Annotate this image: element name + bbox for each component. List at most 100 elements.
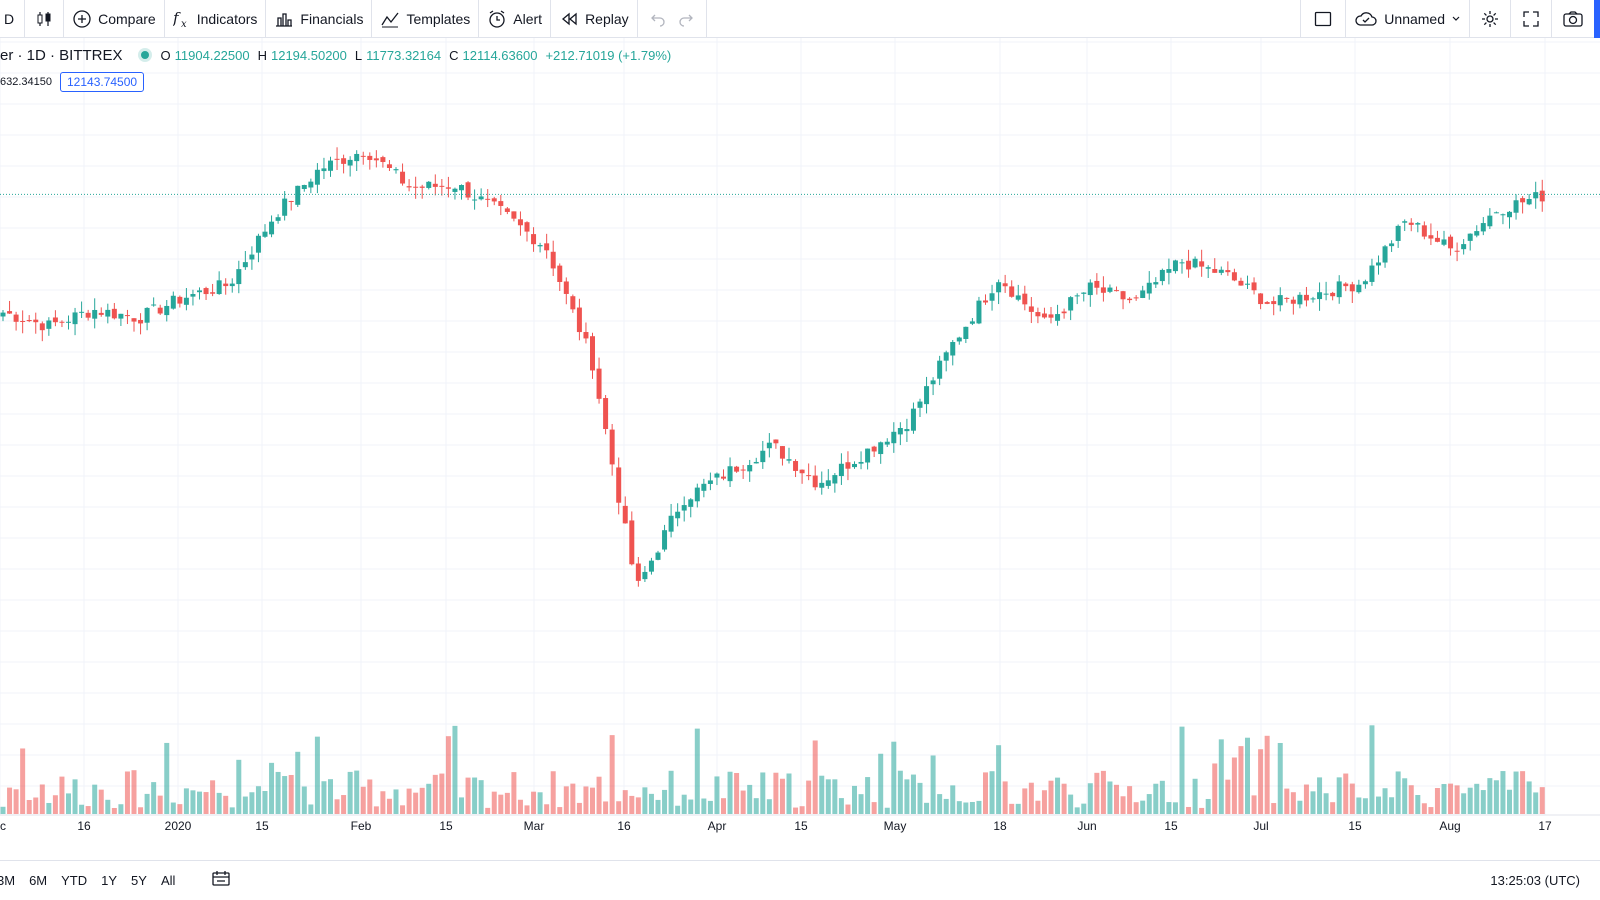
candle-body [806, 475, 812, 477]
financials-button[interactable]: Financials [266, 0, 373, 38]
redo-icon[interactable] [678, 11, 694, 27]
volume-bar [301, 786, 307, 814]
range-1y[interactable]: 1Y [101, 873, 118, 888]
candle-body [950, 342, 956, 356]
volume-bar [721, 798, 726, 814]
volume-bar [1035, 800, 1041, 814]
range-ytd[interactable]: YTD [61, 873, 88, 888]
candle-body [583, 332, 589, 339]
volume-bar [969, 801, 975, 814]
candle-body [177, 296, 183, 304]
undo-icon[interactable] [650, 11, 666, 27]
candle-body [537, 245, 543, 247]
volume-bar [282, 776, 288, 814]
candle-body [557, 265, 563, 282]
volume-bar [681, 794, 687, 814]
volume-bar [537, 792, 543, 814]
alert-button[interactable]: Alert [479, 0, 552, 38]
interval-button[interactable]: D [0, 0, 26, 38]
time-tick-label: 15 [255, 819, 269, 833]
candle-body [498, 201, 504, 206]
candle-body [910, 408, 916, 431]
volume-bar [1330, 802, 1336, 814]
volume-bar [1002, 781, 1008, 814]
volume-bar [1513, 771, 1519, 814]
replay-button[interactable]: Replay [551, 0, 638, 38]
range-all[interactable]: All [160, 873, 176, 888]
volume-bar [1434, 788, 1440, 814]
volume-bar [1539, 787, 1545, 814]
date-range-button[interactable] [204, 870, 238, 891]
candle-body [111, 308, 117, 319]
volume-bar [1199, 807, 1205, 814]
volume-bar [897, 770, 903, 814]
volume-bar [72, 779, 78, 814]
templates-label: Templates [406, 10, 471, 27]
volume-bar [400, 805, 406, 814]
volume-bar [118, 804, 124, 814]
volume-bar [1480, 790, 1486, 814]
candle-body [26, 319, 32, 322]
candle-body [1022, 293, 1028, 305]
candle-body [223, 283, 229, 287]
chart-type-button[interactable] [25, 0, 65, 38]
candle-body [1094, 280, 1100, 288]
candle-body [183, 297, 189, 305]
candle-body [832, 475, 838, 484]
range-3m[interactable]: 3M [0, 873, 16, 888]
volume-bar [1317, 777, 1323, 814]
compare-button[interactable]: Compare [64, 0, 165, 38]
volume-bar [1421, 803, 1427, 814]
save-layout-button[interactable]: Unnamed [1346, 0, 1470, 38]
volume-bar [498, 794, 504, 814]
templates-button[interactable]: Templates [372, 0, 480, 38]
fullscreen-button[interactable] [1511, 0, 1552, 38]
volume-bar [714, 776, 720, 814]
candle-body [360, 155, 366, 157]
volume-bar [688, 799, 694, 814]
layout-select-button[interactable] [1300, 0, 1347, 38]
candle-body [714, 473, 720, 478]
snapshot-button[interactable] [1552, 0, 1600, 38]
volume-bar [308, 804, 314, 814]
volume-bar [1107, 781, 1113, 814]
range-6m[interactable]: 6M [29, 873, 48, 888]
candle-body [1487, 215, 1493, 227]
compare-label: Compare [98, 10, 156, 27]
candle-body [432, 183, 438, 187]
volume-bar [550, 771, 556, 814]
rewind-icon [562, 12, 577, 25]
volume-bar [1114, 784, 1119, 814]
time-tick-label: Mar [524, 819, 545, 833]
undo-redo-group [638, 0, 707, 38]
close-value: 12114.63600 [462, 47, 538, 63]
candle-body [570, 296, 576, 310]
candle-body [1520, 198, 1526, 203]
volume-bar [7, 787, 13, 814]
volume-bar [1041, 790, 1047, 814]
symbol-title[interactable]: er · 1D · BITTREX [0, 46, 123, 64]
candle-body [288, 200, 294, 202]
candle-body [1002, 283, 1008, 287]
candle-body [39, 323, 45, 331]
volume-bar [432, 774, 438, 814]
price-chart[interactable]: c 16 2020 15 Feb 15 Mar 16 Apr 15 May 18 Jun 15 Jul 15 A… [0, 38, 1600, 860]
volume-bar [983, 772, 988, 814]
volume-bar [563, 786, 569, 814]
plus-circle-icon [73, 9, 91, 28]
time-tick-label: Jul [1253, 819, 1268, 833]
volume-bar [445, 736, 451, 814]
candle-body [1349, 284, 1355, 292]
volume-bar [1009, 803, 1015, 814]
volume-bar [262, 790, 268, 814]
volume-bar [753, 798, 759, 814]
volume-bar [1022, 788, 1028, 814]
candle-body [1068, 297, 1074, 311]
candle-body [1087, 282, 1093, 296]
candle-body [662, 530, 668, 550]
volume-bar [590, 787, 595, 814]
range-5y[interactable]: 5Y [131, 873, 147, 888]
settings-button[interactable] [1470, 0, 1511, 38]
